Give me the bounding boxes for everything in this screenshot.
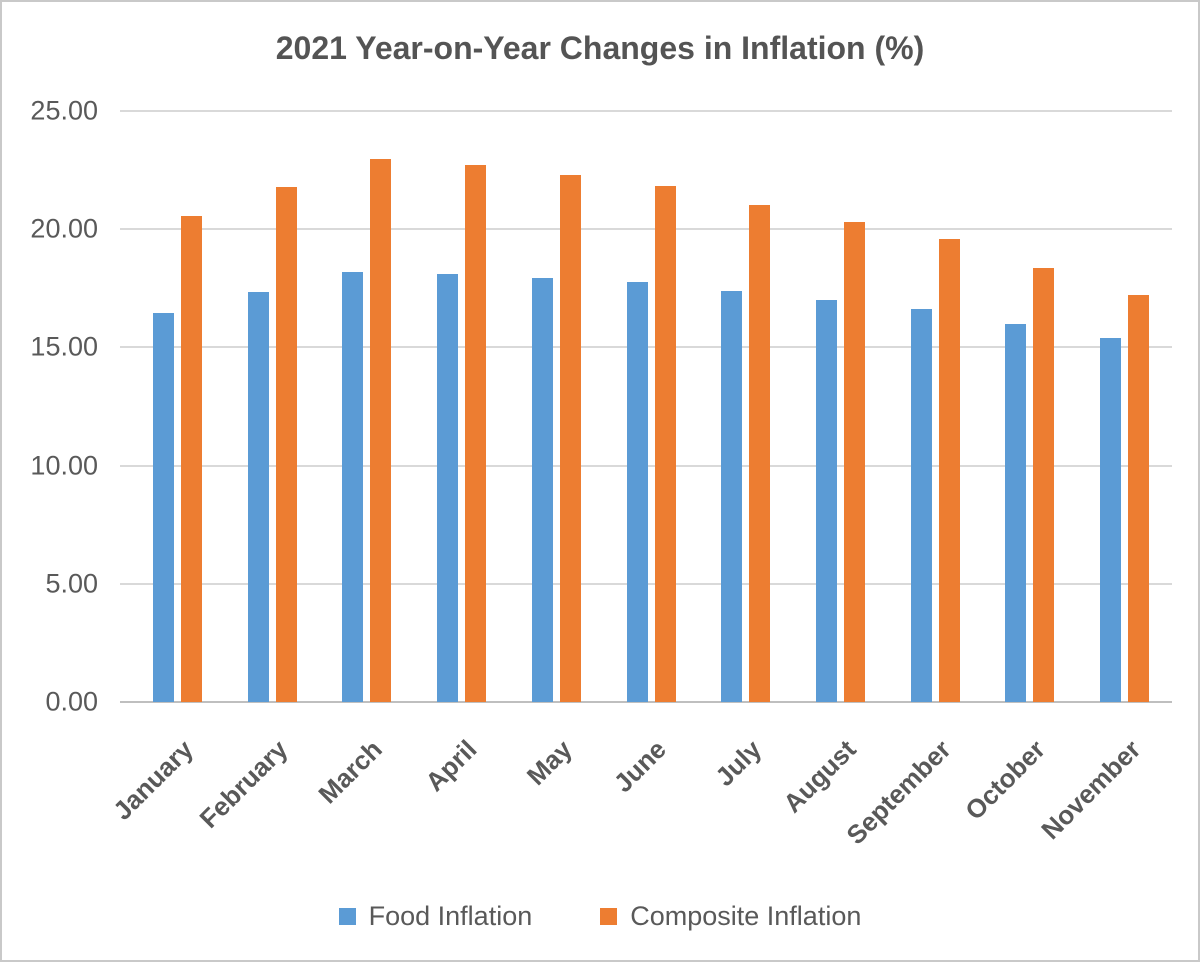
y-tick-20: 20.00 [30,213,98,244]
category-group-november: November [1035,111,1172,845]
plot-area: January February March April May June July Augu… [107,110,1172,850]
x-axis-label-november: November [1034,734,1146,846]
category-group-october: October [959,111,1078,826]
x-axis-label-january: January [106,734,199,826]
y-tick-0: 0.00 [45,686,98,717]
bar-composite-inflation-july [749,204,771,702]
gridline-25 [120,110,1172,112]
y-tick-5: 5.00 [45,568,98,599]
y-axis: 0.00 5.00 10.00 15.00 20.00 25.00 [2,96,106,717]
category-group-september: September [840,111,983,850]
bar-food-inflation-february [247,292,269,702]
category-group-june: June [604,111,699,798]
x-axis-label-july: July [708,734,767,793]
bar-groups: January February March April May June July Augu… [107,111,1172,850]
legend-item-food-inflation: Food Inflation [338,901,533,932]
bar-composite-inflation-october [1033,268,1055,702]
category-group-august: August [777,111,888,819]
y-tick-25: 25.00 [30,95,98,126]
y-tick-10: 10.00 [30,450,98,481]
bar-food-inflation-august [816,299,837,702]
category-group-july: July [698,111,793,792]
legend: Food Inflation Composite Inflation [2,901,1198,932]
food-inflation-swatch-icon [338,908,356,925]
category-group-january: January [107,111,225,826]
bar-food-inflation-march [342,272,364,702]
bar-food-inflation-january [152,312,174,702]
category-group-march: March [313,111,414,809]
bar-composite-inflation-september [938,239,960,702]
composite-inflation-swatch-icon [600,908,618,925]
legend-label-food-inflation: Food Inflation [368,901,533,931]
category-group-may: May [509,111,604,791]
category-group-april: April [414,111,509,797]
x-axis-label-may: May [520,734,578,791]
bar-food-inflation-june [626,282,648,702]
bar-composite-inflation-june [654,185,676,702]
bar-composite-inflation-may [559,175,581,702]
chart-title: 2021 Year-on-Year Changes in Inflation (… [275,30,925,66]
bar-composite-inflation-november [1128,295,1150,702]
legend-item-composite-inflation: Composite Inflation [600,901,861,932]
x-axis-line [120,701,1172,703]
bar-composite-inflation-august [844,222,865,702]
bar-food-inflation-may [531,278,553,702]
bar-composite-inflation-april [465,164,487,702]
bar-food-inflation-october [1005,324,1027,702]
bar-food-inflation-november [1100,337,1122,702]
y-tick-15: 15.00 [30,331,98,362]
legend-label-composite-inflation: Composite Inflation [630,901,862,931]
x-axis-label-march: March [312,734,389,810]
x-axis-label-october: October [959,734,1052,826]
bar-composite-inflation-march [370,159,392,702]
gridline-20 [120,228,1172,231]
bar-composite-inflation-february [275,186,297,702]
bar-food-inflation-september [910,308,932,702]
bar-composite-inflation-january [180,215,202,702]
x-axis-label-february: February [193,734,294,834]
category-group-february: February [193,111,320,834]
bar-food-inflation-april [437,273,459,702]
bar-food-inflation-july [721,291,743,702]
x-axis-label-april: April [419,734,483,798]
x-axis-label-june: June [608,734,673,799]
x-axis-label-august: August [777,734,862,819]
